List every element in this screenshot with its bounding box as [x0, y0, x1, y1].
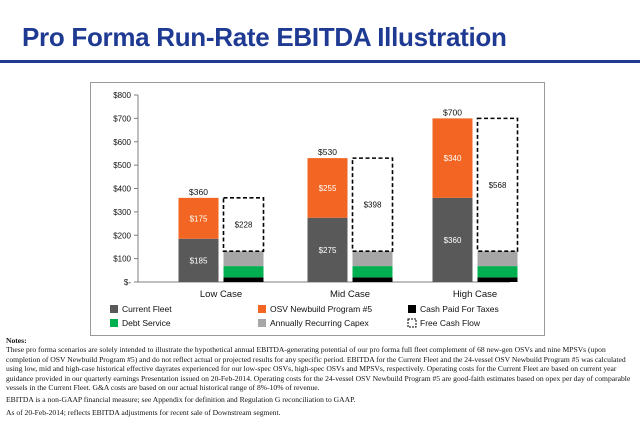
bar-data-label: $255: [319, 184, 337, 193]
legend-label: Current Fleet: [122, 304, 172, 314]
legend-swatch: [408, 305, 416, 313]
legend-label: OSV Newbuild Program #5: [270, 304, 372, 314]
y-tick-label: $500: [113, 161, 131, 170]
y-tick-label: $100: [113, 255, 131, 264]
ebitda-chart: $- $100 $200 $300 $400 $500 $600 $700 $800 Low Ca…: [110, 91, 519, 328]
legend-label: Debt Service: [122, 318, 171, 328]
taxes-bar: [477, 277, 518, 282]
current-fleet-bar: [432, 197, 473, 282]
x-tick-label: Low Case: [200, 289, 242, 300]
free-cash-flow-bar: [222, 197, 265, 252]
bar-data-label: $568: [489, 181, 507, 190]
legend-swatch: [258, 319, 266, 327]
page-title: Pro Forma Run-Rate EBITDA Illustration: [22, 22, 507, 52]
free-cash-flow-bar: [351, 157, 394, 252]
bar-data-label: $228: [235, 220, 253, 229]
y-tick-label: $200: [113, 231, 131, 240]
taxes-bar: [352, 277, 393, 282]
debt-service-bar: [223, 266, 264, 278]
notes-section: Notes: These pro forma scenarios are sol…: [6, 336, 632, 420]
y-tick-label: $600: [113, 138, 131, 147]
legend-swatch: [258, 305, 266, 313]
notes-paragraph: EBITDA is a non-GAAP financial measure; …: [6, 395, 356, 405]
debt-service-bar: [352, 266, 393, 278]
total-data-label: $360: [189, 187, 208, 197]
current-fleet-bar: [178, 238, 219, 282]
total-data-label: $530: [318, 147, 337, 157]
y-tick-label: $300: [113, 208, 131, 217]
osv-newbuild-bar: [432, 118, 473, 198]
y-tick-label: $400: [113, 185, 131, 194]
y-tick-label: $700: [113, 114, 131, 123]
bar-data-label: $185: [190, 256, 208, 265]
legend-swatch: [110, 319, 118, 327]
free-cash-flow-bar: [476, 117, 519, 252]
total-data-label: $700: [443, 107, 462, 117]
bar-data-label: $175: [190, 214, 208, 223]
capex-bar: [352, 251, 393, 267]
osv-newbuild-bar: [307, 158, 348, 218]
capex-bar: [477, 251, 518, 267]
title-divider: [0, 60, 640, 63]
osv-newbuild-bar: [178, 197, 219, 239]
x-tick-label: Mid Case: [330, 289, 370, 300]
legend-label: Annually Recurring Capex: [270, 318, 369, 328]
x-tick-label: High Case: [453, 289, 497, 300]
notes-paragraph: As of 20-Feb-2014; reflects EBITDA adjus…: [6, 407, 281, 417]
legend-label: Free Cash Flow: [420, 318, 481, 328]
legend-swatch: [110, 305, 118, 313]
legend-label: Cash Paid For Taxes: [420, 304, 499, 314]
capex-bar: [223, 251, 264, 267]
notes-heading: Notes:: [6, 336, 27, 345]
bar-data-label: $398: [364, 201, 382, 210]
y-tick-label: $800: [113, 91, 131, 100]
debt-service-bar: [477, 266, 518, 278]
legend-swatch: [407, 318, 417, 328]
y-tick-label: $-: [124, 278, 131, 287]
bar-data-label: $275: [319, 246, 337, 255]
current-fleet-bar: [307, 217, 348, 282]
bar-data-label: $360: [444, 236, 462, 245]
taxes-bar: [223, 277, 264, 282]
bar-data-label: $340: [444, 154, 462, 163]
notes-paragraph: These pro forma scenarios are solely int…: [6, 345, 631, 393]
